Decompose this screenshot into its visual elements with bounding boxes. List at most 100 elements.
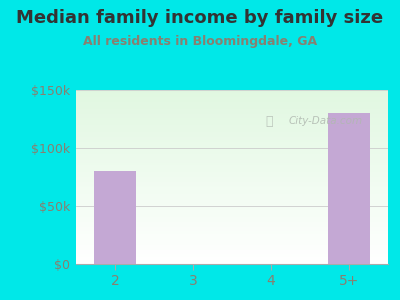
Bar xyxy=(76,170,400,172)
Text: All residents in Bloomingdale, GA: All residents in Bloomingdale, GA xyxy=(83,34,317,47)
Bar xyxy=(76,219,400,220)
Bar xyxy=(76,208,400,210)
Bar xyxy=(76,194,400,196)
Bar xyxy=(76,144,400,146)
Bar xyxy=(76,179,400,181)
Bar xyxy=(76,262,400,264)
Bar xyxy=(76,134,400,135)
Bar xyxy=(76,240,400,242)
Bar xyxy=(76,252,400,254)
Bar xyxy=(76,189,400,191)
Bar xyxy=(76,242,400,243)
Bar xyxy=(76,212,400,214)
Bar xyxy=(76,182,400,184)
Bar xyxy=(76,201,400,203)
Bar xyxy=(76,227,400,229)
Bar xyxy=(76,123,400,125)
Bar xyxy=(76,175,400,177)
Bar xyxy=(76,224,400,226)
Bar xyxy=(76,139,400,140)
Bar xyxy=(76,167,400,168)
Bar xyxy=(94,171,136,264)
Bar xyxy=(76,172,400,173)
Bar xyxy=(76,233,400,234)
Bar xyxy=(76,149,400,151)
Bar xyxy=(76,109,400,111)
Bar xyxy=(76,173,400,175)
Bar xyxy=(76,177,400,179)
Bar xyxy=(76,128,400,130)
Bar xyxy=(76,160,400,161)
Bar xyxy=(76,200,400,201)
Bar xyxy=(76,137,400,139)
Bar xyxy=(328,113,370,264)
Text: ⓘ: ⓘ xyxy=(266,115,273,128)
Bar xyxy=(76,215,400,217)
Bar xyxy=(76,217,400,219)
Bar xyxy=(76,165,400,167)
Bar xyxy=(76,94,400,95)
Bar xyxy=(76,254,400,255)
Bar xyxy=(76,229,400,231)
Bar xyxy=(76,106,400,107)
Bar xyxy=(76,135,400,137)
Bar xyxy=(76,260,400,262)
Bar xyxy=(76,226,400,227)
Bar xyxy=(76,250,400,252)
Bar xyxy=(76,146,400,147)
Bar xyxy=(76,236,400,238)
Bar xyxy=(76,248,400,250)
Bar xyxy=(76,191,400,193)
Bar xyxy=(76,142,400,144)
Bar xyxy=(76,186,400,188)
Bar xyxy=(76,147,400,149)
Text: City-Data.com: City-Data.com xyxy=(288,116,362,126)
Bar xyxy=(76,188,400,189)
Bar xyxy=(76,140,400,142)
Bar xyxy=(76,100,400,102)
Bar xyxy=(76,257,400,259)
Bar xyxy=(76,112,400,114)
Bar xyxy=(76,121,400,123)
Bar xyxy=(76,210,400,212)
Bar xyxy=(76,95,400,97)
Bar xyxy=(76,114,400,116)
Bar xyxy=(76,207,400,208)
Bar xyxy=(76,104,400,106)
Bar xyxy=(76,243,400,245)
Bar xyxy=(76,231,400,233)
Bar xyxy=(76,118,400,120)
Bar xyxy=(76,259,400,260)
Bar xyxy=(76,203,400,205)
Bar xyxy=(76,107,400,109)
Bar xyxy=(76,156,400,158)
Bar xyxy=(76,153,400,154)
Bar xyxy=(76,158,400,160)
Bar xyxy=(76,132,400,134)
Bar xyxy=(76,92,400,94)
Bar xyxy=(76,181,400,182)
Bar xyxy=(76,163,400,165)
Bar xyxy=(76,168,400,170)
Bar xyxy=(76,184,400,186)
Bar xyxy=(76,220,400,222)
Bar xyxy=(76,99,400,100)
Bar xyxy=(76,193,400,194)
Bar xyxy=(76,151,400,153)
Bar xyxy=(76,97,400,99)
Bar xyxy=(76,154,400,156)
Text: Median family income by family size: Median family income by family size xyxy=(16,9,384,27)
Bar xyxy=(76,120,400,121)
Bar xyxy=(76,238,400,240)
Bar xyxy=(76,116,400,118)
Bar xyxy=(76,130,400,132)
Bar xyxy=(76,102,400,104)
Bar xyxy=(76,111,400,112)
Bar xyxy=(76,214,400,215)
Bar xyxy=(76,198,400,200)
Bar xyxy=(76,255,400,257)
Bar xyxy=(76,247,400,248)
Bar xyxy=(76,205,400,207)
Bar xyxy=(76,196,400,198)
Bar xyxy=(76,222,400,224)
